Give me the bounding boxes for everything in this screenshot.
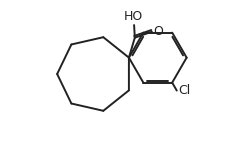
Text: O: O (154, 25, 164, 38)
Text: Cl: Cl (178, 84, 190, 97)
Text: HO: HO (124, 10, 143, 23)
